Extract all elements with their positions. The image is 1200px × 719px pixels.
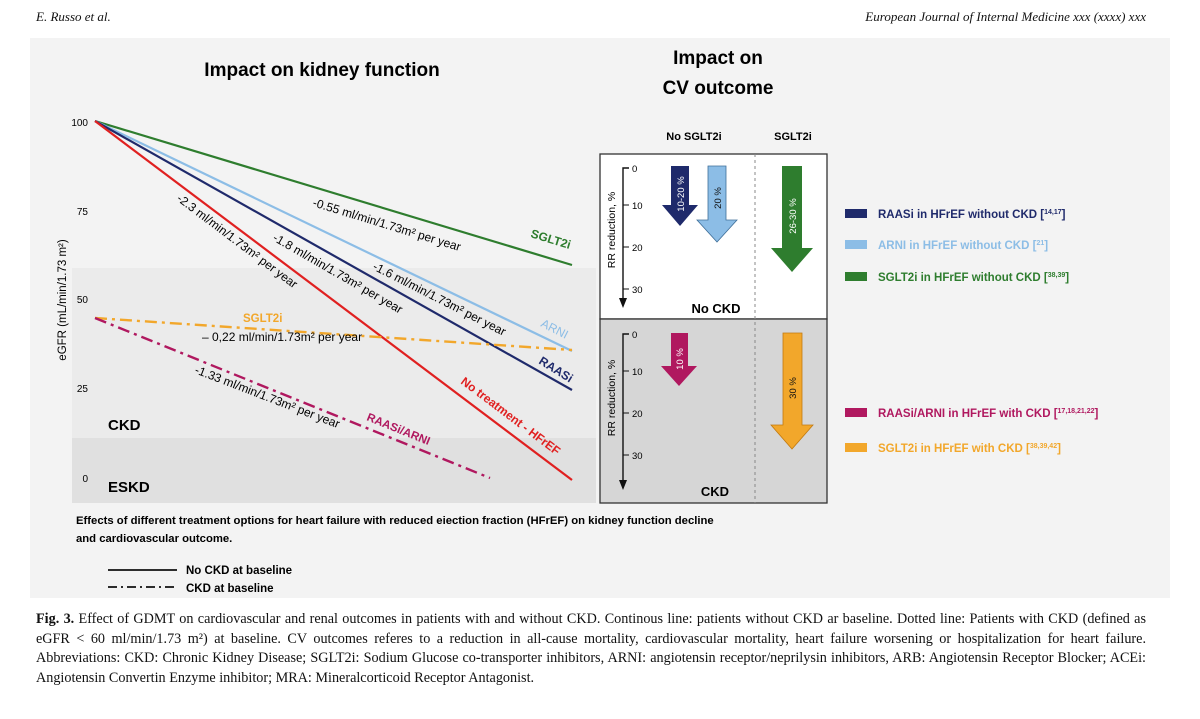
figure-caption: Fig. 3. Effect of GDMT on cardiovascular… [36,610,1146,688]
legend-raasi: RAASi in HFrEF without CKD [14,17] [878,209,1066,221]
ckd-label: CKD [701,484,729,499]
legend-swatch-raasi-arni-ckd [845,408,867,417]
cv-title-1: Impact on [673,48,763,69]
eskd-zone [72,438,596,503]
ckd-zone-label: CKD [108,417,141,434]
legend-swatch-arni [845,240,867,249]
arrow-sglt2i [771,166,813,272]
cv-col-no-sglt2i: No SGLT2i [666,131,721,143]
line-sglt2i [94,119,573,267]
legend-raasi-arni-ckd: RAASi/ARNI in HFrEF with CKD [17,18,21,2… [878,408,1099,420]
line-name-sglt2i: SGLT2i [529,226,572,251]
slope-sglt2i-ckd: – 0,22 ml/min/1.73m² per year [202,330,362,344]
arrow-raasi-label: 10-20 % [676,176,687,212]
caption-label: Fig. 3. [36,611,75,627]
line-raasi-arni-ckd [94,316,491,480]
legend-sglt2i-ckd: SGLT2i in HFrEF with CKD [38,39,42] [878,443,1061,455]
figure-subtitle-1: Effects of different treatment options f… [76,515,714,527]
arrow-sglt2i-ckd [770,332,814,450]
ckd-zone [72,268,596,438]
cv-title-2: CV outcome [663,78,774,99]
line-sglt2i-ckd [94,316,573,352]
rr-tick-20-a: 20 [632,243,643,254]
y-tick-75: 75 [77,207,89,218]
line-raasi [94,120,573,391]
figure-subtitle-2: and cardiovascular outcome. [76,533,232,545]
eskd-zone-label: ESKD [108,479,150,496]
rr-tick-30-b: 30 [632,451,643,462]
rr-axis-ckd [619,333,629,490]
arrow-raasi [662,166,698,226]
rr-tick-0-b: 0 [632,330,637,341]
caption-text: Effect of GDMT on cardiovascular and ren… [36,611,1147,686]
y-tick-0: 0 [82,474,88,485]
legend-swatch-sglt2i-ckd [845,443,867,452]
cv-col-sglt2i: SGLT2i [774,131,812,143]
kidney-title: Impact on kidney function [204,60,439,81]
no-ckd-label: No CKD [691,301,740,316]
arrow-arni-label: 20 % [713,187,724,209]
y-tick-100: 100 [71,118,88,129]
line-arni [94,120,573,352]
rr-tick-20-b: 20 [632,409,643,420]
running-header-journal: European Journal of Internal Medicine xx… [865,9,1146,24]
rr-axis-label-a: RR reduction, % [606,192,618,268]
line-no-treatment [94,120,573,481]
rr-tick-30-a: 30 [632,285,643,296]
arrow-arni [696,165,738,243]
y-tick-25: 25 [77,384,89,395]
legend-no-ckd-baseline: No CKD at baseline [186,565,292,577]
legend-sglt2i: SGLT2i in HFrEF without CKD [38,39] [878,272,1069,284]
arrow-raasi-arni-ckd [661,333,697,386]
rr-tick-10-b: 10 [632,367,643,378]
legend-ckd-baseline: CKD at baseline [186,583,274,595]
rr-tick-10-a: 10 [632,201,643,212]
line-name-sglt2i-ckd: SGLT2i [243,313,282,325]
legend-swatch-raasi [845,209,867,218]
legend-swatch-sglt2i [845,272,867,281]
rr-tick-0-a: 0 [632,164,637,175]
rr-axis-no-ckd [619,167,629,308]
arrow-sglt2i-label: 26-30 % [788,198,799,234]
legend-arni: ARNI in HFrEF without CKD [21] [878,240,1048,252]
y-axis-label: eGFR (mL/min/1.73 m²) [57,239,69,361]
arrow-sglt2i-ckd-label: 30 % [788,377,799,399]
y-tick-50: 50 [77,295,89,306]
rr-axis-label-b: RR reduction, % [606,360,618,436]
arrow-raasi-arni-ckd-label: 10 % [675,348,686,370]
running-header-authors: E. Russo et al. [36,9,111,24]
